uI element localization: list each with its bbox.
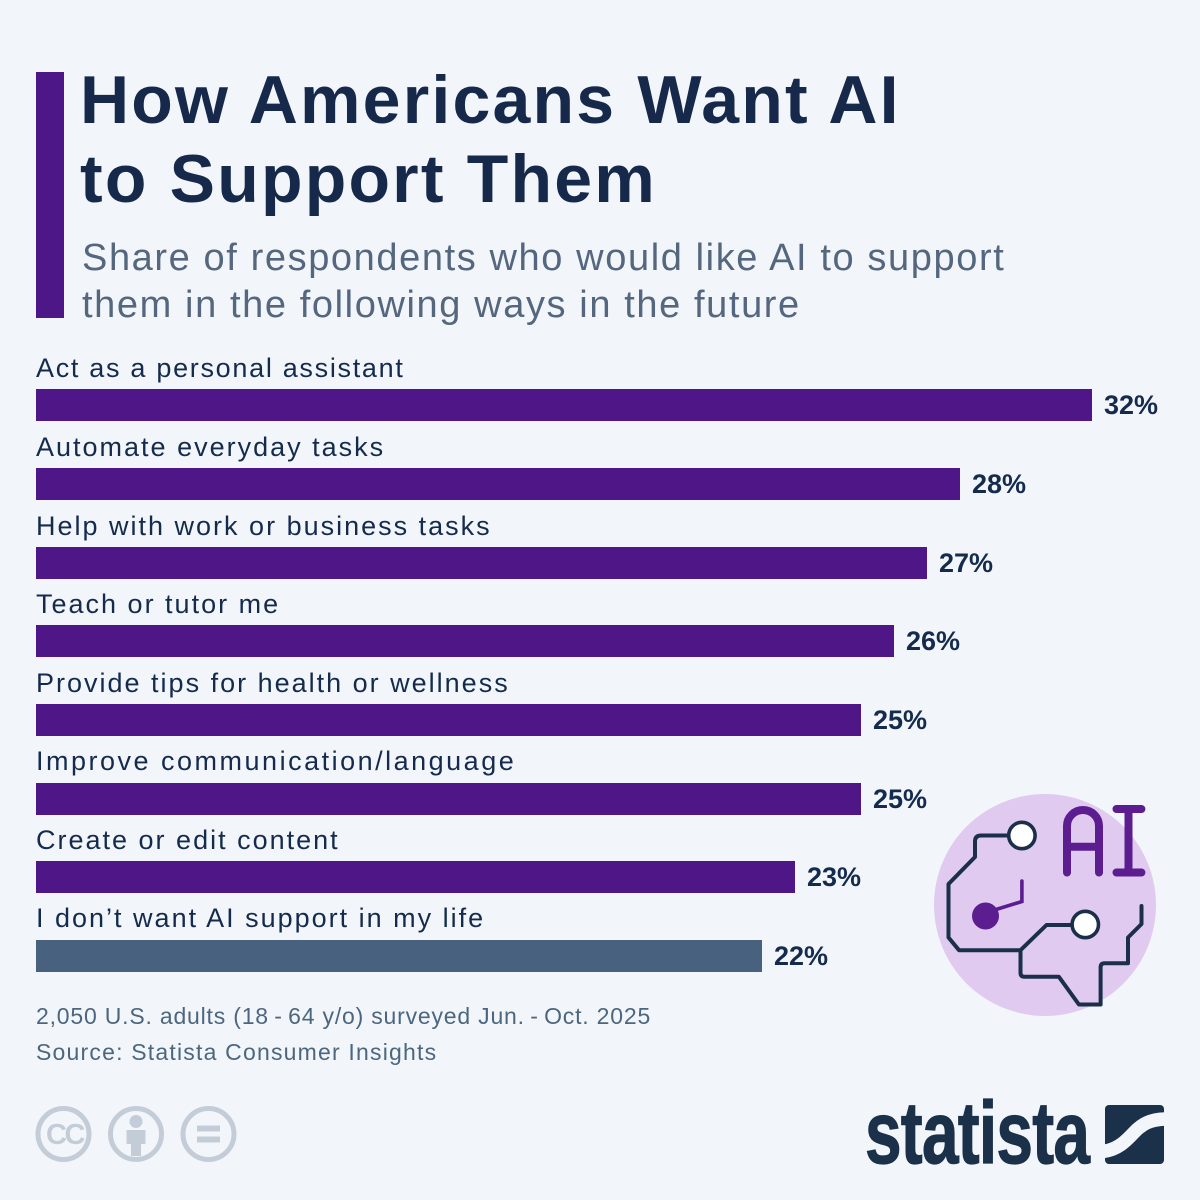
svg-text:CC: CC	[46, 1119, 85, 1151]
